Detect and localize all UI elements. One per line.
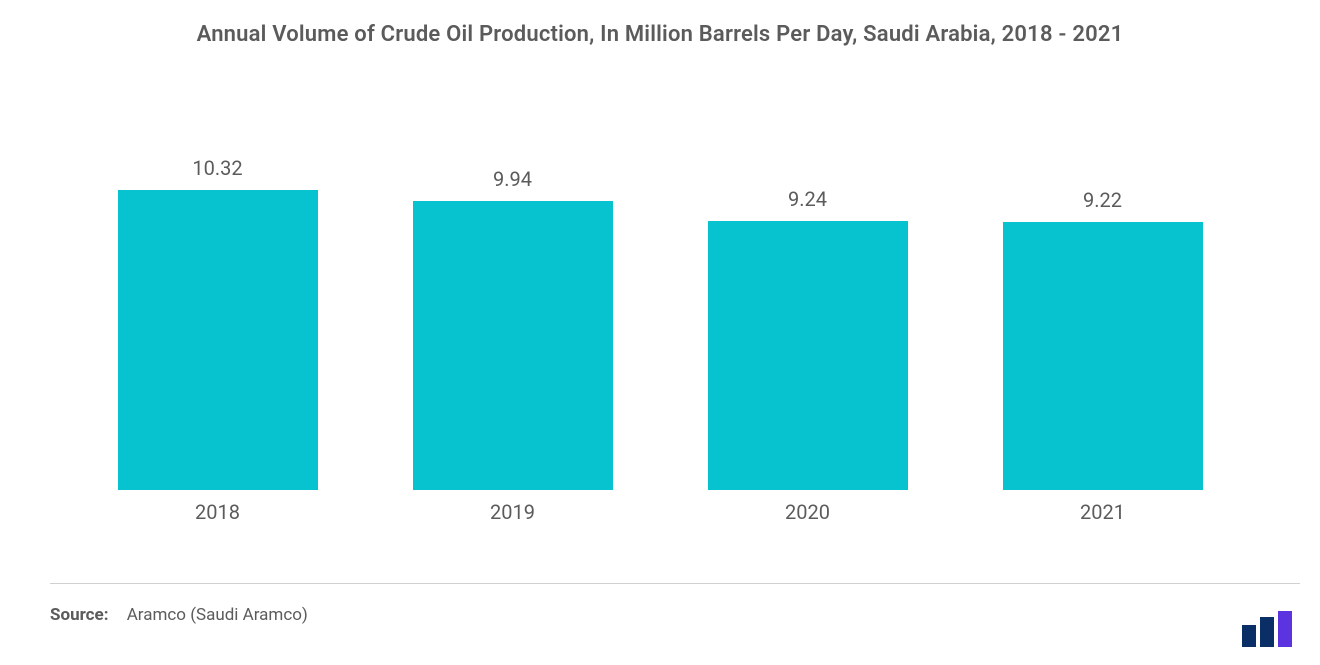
bar-value-label: 10.32 <box>192 156 242 180</box>
bar-slot: 10.32 <box>70 150 365 490</box>
x-axis-label: 2021 <box>955 500 1250 524</box>
x-axis-label: 2020 <box>660 500 955 524</box>
bar-rect <box>413 201 613 490</box>
bar-rect <box>708 221 908 490</box>
logo-bar-2 <box>1260 617 1274 647</box>
logo-bar-1 <box>1242 625 1256 647</box>
x-axis-labels: 2018 2019 2020 2021 <box>70 500 1250 524</box>
chart-title: Annual Volume of Crude Oil Production, I… <box>0 22 1320 47</box>
bar-value-label: 9.24 <box>788 187 827 211</box>
bar-slot: 9.94 <box>365 150 660 490</box>
bar-slot: 9.22 <box>955 150 1250 490</box>
bar-slot: 9.24 <box>660 150 955 490</box>
logo-bar-3 <box>1278 611 1292 647</box>
source-divider <box>50 583 1300 584</box>
bar-value-label: 9.94 <box>493 167 532 191</box>
bars-container: 10.32 9.94 9.24 9.22 <box>70 150 1250 490</box>
x-axis-label: 2019 <box>365 500 660 524</box>
x-axis-label: 2018 <box>70 500 365 524</box>
brand-logo-icon <box>1240 611 1298 647</box>
bar-rect <box>1003 222 1203 490</box>
source-label: Source: <box>50 605 108 625</box>
source-text: Aramco (Saudi Aramco) <box>127 605 308 625</box>
source-line: Source: Aramco (Saudi Aramco) <box>50 605 308 625</box>
chart-plot-area: 10.32 9.94 9.24 9.22 <box>70 150 1250 490</box>
bar-rect <box>118 190 318 490</box>
bar-value-label: 9.22 <box>1083 188 1122 212</box>
